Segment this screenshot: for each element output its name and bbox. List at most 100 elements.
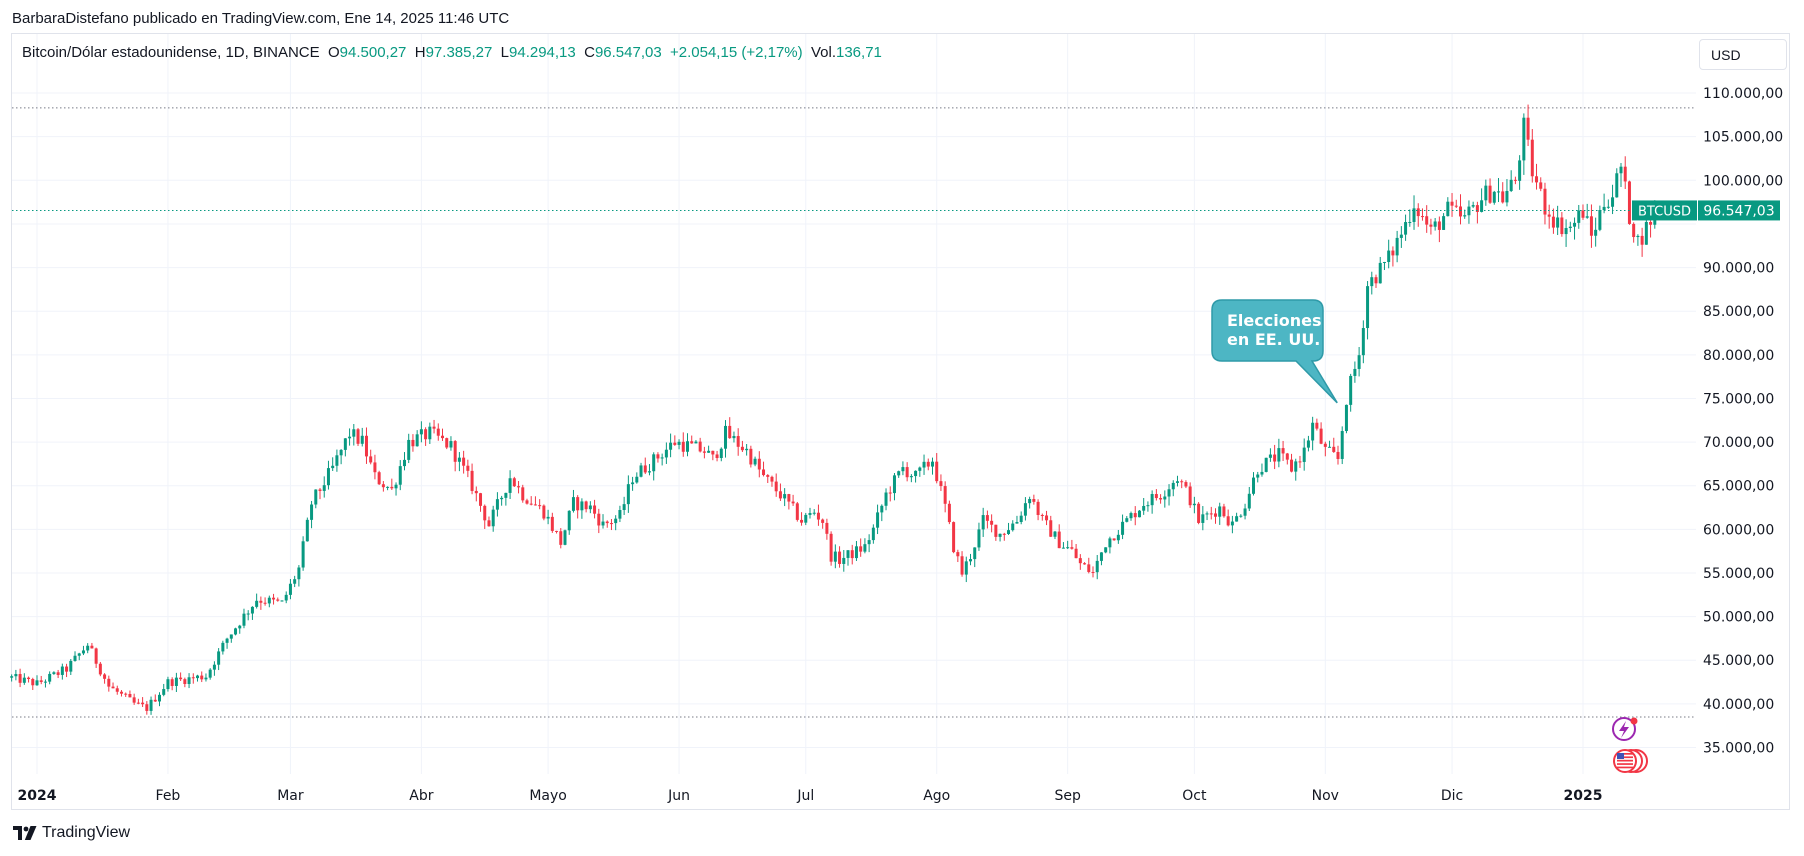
candle-body: [221, 642, 225, 652]
candle-body: [1209, 513, 1213, 515]
candle-body: [1184, 482, 1188, 487]
chart-frame[interactable]: [11, 33, 1790, 810]
candle-body: [1437, 221, 1441, 230]
candle-body: [846, 550, 850, 558]
us-flag-event-icon[interactable]: [1613, 749, 1648, 773]
candle-body: [1066, 547, 1070, 549]
candle-body: [863, 544, 867, 552]
tradingview-logo-text: TradingView: [42, 824, 131, 841]
candle-body: [1425, 216, 1429, 225]
candle-body: [631, 482, 635, 485]
x-tick-label: 2024: [18, 788, 57, 804]
candle-body: [656, 454, 660, 459]
y-tick-label: 40.000,00: [1703, 697, 1774, 713]
candle-body: [1180, 481, 1184, 483]
y-tick-label: 45.000,00: [1703, 653, 1774, 669]
candle-body: [745, 448, 749, 451]
candle-body: [770, 476, 774, 482]
candle-body: [1125, 518, 1129, 522]
candle-body: [622, 504, 626, 511]
candle-body: [449, 441, 453, 448]
y-tick-label: 105.000,00: [1703, 130, 1783, 146]
candle-body: [588, 505, 592, 510]
tradingview-logo[interactable]: TradingView: [13, 824, 130, 842]
candle-body: [719, 448, 723, 459]
currency-button[interactable]: USD: [1699, 39, 1787, 70]
candle-body: [1159, 498, 1163, 500]
range-lines: [12, 107, 1696, 718]
candle-body: [1142, 505, 1146, 511]
candle-body: [1349, 375, 1353, 405]
candle-body: [56, 672, 60, 675]
election-callout[interactable]: [1211, 299, 1338, 404]
candle-body: [555, 530, 559, 532]
candle-body: [1112, 538, 1116, 541]
candle-body: [69, 660, 73, 672]
candle-body: [1078, 558, 1082, 564]
candle-body: [871, 527, 875, 541]
candle-body: [888, 492, 892, 494]
candle-body: [854, 546, 858, 559]
candle-body: [964, 561, 968, 575]
candle-body: [926, 461, 930, 467]
candle-body: [153, 699, 157, 702]
candle-body: [808, 513, 812, 515]
x-tick-label: 2025: [1563, 788, 1602, 804]
candle-body: [1218, 506, 1222, 517]
candle-body: [35, 680, 39, 686]
candle-body: [424, 429, 428, 440]
candle-body: [508, 478, 512, 493]
legend-vol-label: Vol.: [810, 44, 836, 61]
candle-body: [1589, 216, 1593, 236]
candle-body: [128, 693, 132, 698]
candle-body: [483, 505, 487, 521]
candle-body: [525, 500, 529, 504]
legend-close-label: C: [584, 44, 595, 61]
candle-body: [1028, 499, 1032, 504]
candle-body: [402, 459, 406, 467]
candle-body: [677, 441, 681, 445]
candle-body: [1564, 228, 1568, 235]
candle-body: [1556, 217, 1560, 228]
candle-body: [702, 451, 706, 453]
candle-body: [1315, 422, 1319, 429]
candle-body: [479, 493, 483, 506]
candle-body: [1615, 173, 1619, 198]
x-tick-label: Jun: [667, 788, 690, 804]
y-tick-label: 100.000,00: [1703, 173, 1783, 189]
candle-body: [724, 425, 728, 449]
candle-body: [1281, 448, 1285, 454]
candle-body: [660, 457, 664, 459]
legend-symbol: Bitcoin/Dólar estadounidense, 1D, BINANC…: [22, 44, 320, 61]
candle-body: [1007, 530, 1011, 534]
candle-body: [250, 606, 254, 614]
candle-body: [1222, 506, 1226, 517]
candle-body: [141, 702, 145, 705]
candle-body: [462, 457, 466, 466]
candle-body: [609, 523, 613, 525]
candle-body: [1019, 515, 1023, 522]
candle-body: [238, 625, 242, 629]
candle-body: [1268, 454, 1272, 458]
candle-body: [876, 512, 880, 528]
candle-body: [1099, 552, 1103, 561]
candle-body: [1399, 234, 1403, 238]
candle-body: [1471, 205, 1475, 207]
x-tick-label: Jul: [796, 788, 814, 804]
candle-body: [605, 521, 609, 524]
y-tick-label: 65.000,00: [1703, 479, 1774, 495]
lightning-event-icon[interactable]: [1612, 717, 1638, 741]
candle-body: [310, 504, 314, 520]
candle-body: [103, 674, 107, 679]
candle-body: [909, 476, 913, 478]
candle-body: [1045, 515, 1049, 521]
candle-body: [356, 429, 360, 444]
candle-body: [1585, 216, 1589, 218]
candle-body: [335, 455, 339, 466]
candle-body: [111, 686, 115, 689]
candle-body: [867, 540, 871, 545]
candle-body: [850, 550, 854, 559]
candle-body: [1230, 521, 1234, 526]
